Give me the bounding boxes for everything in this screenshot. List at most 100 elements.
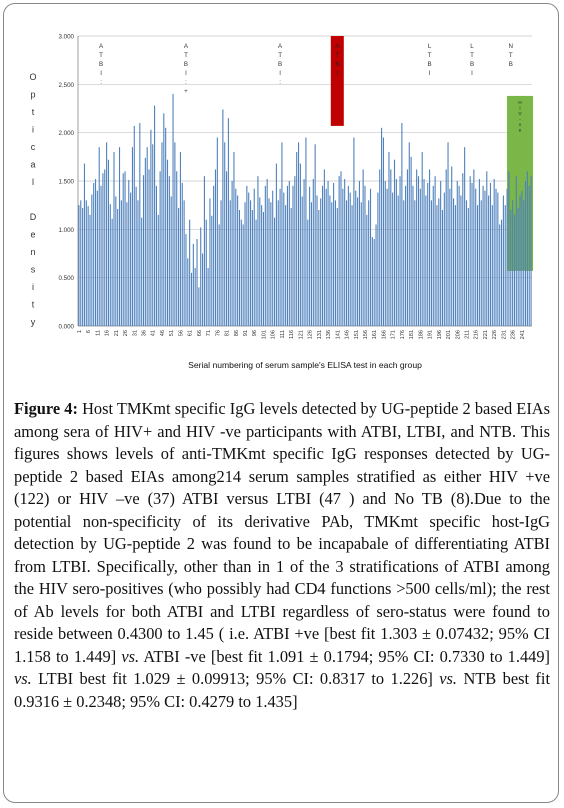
bar	[244, 202, 246, 326]
bar	[262, 211, 265, 326]
bar	[482, 185, 484, 326]
bar	[237, 195, 239, 326]
bar	[102, 173, 104, 326]
bar	[403, 200, 405, 326]
bar	[524, 181, 527, 326]
bar	[190, 272, 193, 326]
bar	[419, 188, 421, 326]
bar	[421, 152, 423, 326]
bar	[281, 142, 283, 326]
bar	[493, 179, 495, 326]
bar	[342, 188, 344, 326]
bar	[82, 208, 84, 326]
x-tick-label: 186	[418, 330, 424, 339]
bar	[406, 169, 408, 326]
bar	[417, 176, 420, 326]
bar	[286, 185, 289, 326]
bar	[172, 94, 174, 326]
bar	[358, 181, 360, 326]
bar	[325, 188, 327, 326]
bar	[150, 129, 152, 326]
bar	[98, 147, 100, 326]
bar	[248, 192, 250, 326]
bar	[521, 190, 523, 326]
bar	[427, 182, 429, 326]
bar	[441, 210, 444, 326]
x-tick-label: 221	[483, 330, 489, 339]
x-tick-label: 151	[354, 330, 360, 339]
bar	[222, 109, 224, 326]
bar	[486, 171, 488, 326]
bar	[288, 181, 290, 326]
bar	[272, 190, 274, 326]
x-tick-label: 76	[215, 330, 221, 336]
bar	[401, 123, 403, 326]
bar	[301, 196, 303, 326]
bar	[497, 192, 499, 326]
bar	[166, 159, 169, 326]
bar	[109, 204, 111, 326]
y-tick-label: 1.500	[59, 179, 75, 186]
bar	[179, 152, 181, 326]
bar	[469, 176, 471, 326]
bar	[83, 163, 86, 326]
bar	[526, 171, 528, 326]
bar	[165, 127, 167, 326]
bar	[220, 200, 222, 326]
bar	[268, 198, 270, 326]
bar	[124, 171, 126, 326]
bar	[512, 200, 514, 326]
bar	[462, 173, 464, 326]
bar	[364, 185, 366, 326]
bar	[207, 268, 209, 326]
x-tick-label: 66	[197, 330, 203, 336]
bar	[292, 185, 294, 326]
bar	[148, 169, 150, 326]
x-tick-label: 191	[428, 330, 434, 339]
bar	[106, 142, 108, 326]
bar	[327, 181, 329, 326]
bar	[297, 142, 300, 326]
bar	[458, 185, 460, 326]
bar	[429, 169, 431, 326]
bar	[238, 210, 241, 326]
bar	[345, 200, 348, 326]
bar	[519, 195, 521, 326]
bar	[307, 219, 309, 326]
bar	[242, 224, 244, 326]
bar	[113, 152, 115, 326]
bar	[425, 195, 427, 326]
bar	[443, 192, 445, 326]
bar	[331, 202, 333, 326]
bar	[93, 182, 95, 326]
bar	[392, 192, 394, 326]
bar	[213, 185, 215, 326]
bar	[111, 218, 113, 326]
bar	[416, 169, 418, 326]
x-tick-label: 216	[474, 330, 480, 339]
bar	[495, 188, 497, 326]
bar	[270, 202, 272, 326]
x-tick-label: 121	[298, 330, 304, 339]
bar	[436, 205, 438, 326]
bar	[176, 171, 178, 326]
bar	[362, 169, 364, 326]
bar	[259, 197, 261, 326]
x-tick-label: 51	[169, 330, 175, 336]
x-tick-label: 11	[95, 330, 101, 336]
bar	[91, 194, 93, 326]
bar	[464, 147, 466, 326]
figure-frame	[3, 3, 559, 803]
x-tick-label: 1	[77, 330, 83, 333]
x-tick-label: 21	[114, 330, 120, 336]
bar	[355, 190, 357, 326]
bar	[303, 179, 305, 326]
bar	[209, 198, 211, 326]
x-tick-label: 201	[446, 330, 452, 339]
bar	[440, 181, 442, 326]
caption-text-4: NTB best fit 0.9316 ± 0.2348; 95% CI: 0.…	[14, 669, 550, 711]
bar	[517, 208, 519, 326]
caption-text-2: ATBI -ve [best fit 1.091 ± 0.1794; 95% C…	[143, 646, 550, 666]
bar	[203, 176, 205, 326]
